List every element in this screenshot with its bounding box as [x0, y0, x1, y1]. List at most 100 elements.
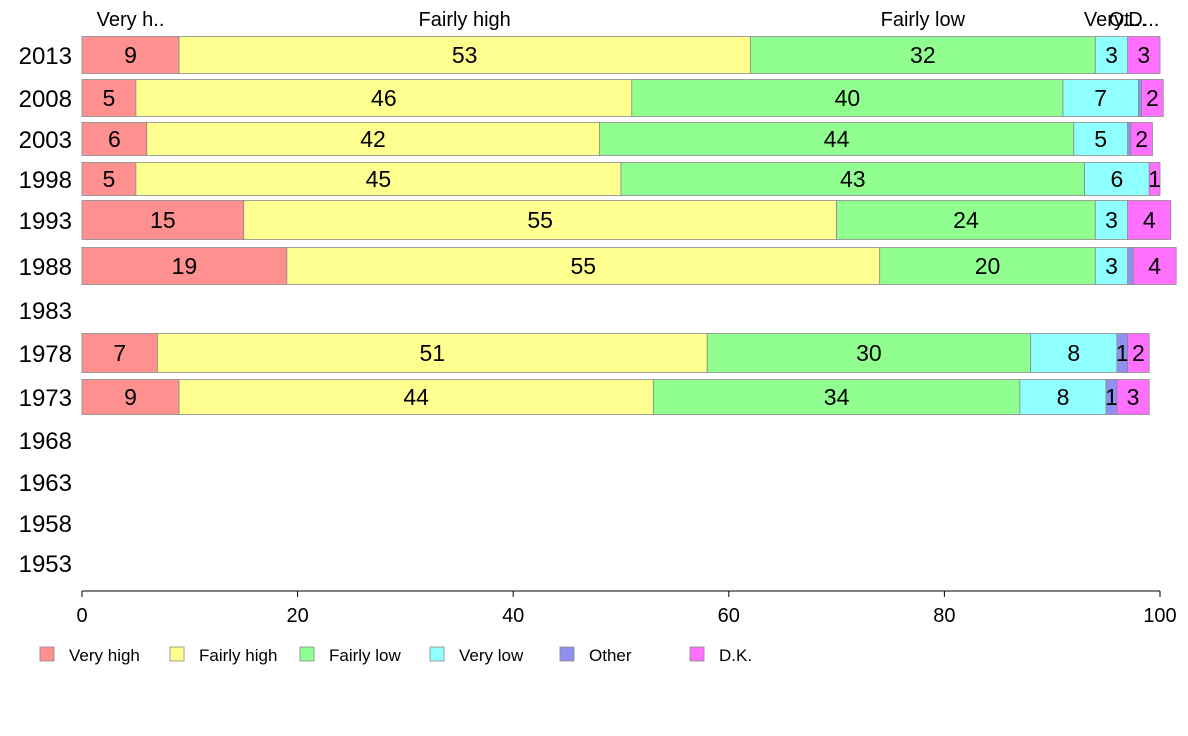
top-labels-group: Very h.. Fairly high Fairly low Very...Ot..…	[97, 9, 1160, 31]
bar-segment	[1127, 122, 1132, 156]
legend-label: Very high	[69, 646, 140, 665]
data-label: 32	[910, 42, 936, 68]
y-tick-label: 1993	[19, 208, 72, 235]
data-label: 3	[1105, 207, 1118, 233]
data-label: 2	[1132, 340, 1145, 366]
data-label: 19	[172, 253, 198, 279]
legend-label: D.K.	[719, 646, 752, 665]
bar-segment	[1138, 79, 1143, 117]
data-label: 3	[1105, 42, 1118, 68]
data-label: 5	[103, 85, 116, 111]
bar-segment	[178, 36, 751, 74]
data-label: 6	[1110, 166, 1123, 192]
x-tick-label: 20	[286, 605, 308, 627]
y-tick-label: 2008	[19, 86, 72, 113]
y-tick-label: 1988	[19, 254, 72, 281]
bar-segment	[81, 333, 158, 373]
bar-segment	[286, 247, 881, 285]
data-label: 40	[835, 85, 861, 111]
data-label: 34	[824, 384, 850, 410]
x-tick-label: 80	[933, 605, 955, 627]
data-label: 46	[371, 85, 397, 111]
y-tick-label: 1978	[19, 341, 72, 368]
y-tick-label: 1958	[19, 511, 72, 538]
bar-segment	[879, 247, 1096, 285]
bar-segment	[749, 36, 1096, 74]
y-axis-labels: 2013 2008 2003 1998 1993 1988 1983 1978 1973 1968…	[19, 43, 72, 578]
bar-segment	[1030, 333, 1118, 373]
data-label: 55	[570, 253, 596, 279]
legend-swatch	[299, 646, 315, 662]
bar-segment	[81, 247, 288, 285]
data-label: 30	[856, 340, 882, 366]
legend-swatch	[169, 646, 185, 662]
legend-swatch	[689, 646, 705, 662]
bar-segment	[1116, 379, 1150, 415]
legend-label: Very low	[459, 646, 524, 665]
x-tick-label: 0	[76, 605, 87, 627]
x-tick-label: 60	[718, 605, 740, 627]
data-label: 5	[103, 166, 116, 192]
bar-segment	[81, 162, 137, 196]
bar-segment	[631, 79, 1064, 117]
bar-segment	[1127, 200, 1172, 240]
legend-swatch	[559, 646, 575, 662]
legend-swatch	[39, 646, 55, 662]
x-tick-label: 100	[1143, 605, 1176, 627]
bar-segment	[1132, 247, 1177, 285]
column-header-label: Fairly low	[881, 9, 966, 31]
data-label: 1	[1105, 384, 1118, 410]
data-label: 3	[1137, 42, 1150, 68]
data-label: 15	[150, 207, 176, 233]
data-label: 6	[108, 126, 121, 152]
y-tick-label: 2003	[19, 127, 72, 154]
y-tick-label: 2013	[19, 43, 72, 70]
x-axis: 0 20 40 60 80 100	[76, 590, 1177, 627]
data-label: 4	[1143, 207, 1156, 233]
y-tick-label: 1963	[19, 470, 72, 497]
bar-segment	[1130, 122, 1153, 156]
bar-segment	[1141, 79, 1164, 117]
column-header-label: Very...	[1084, 9, 1139, 31]
column-header-label: Very h..	[97, 9, 165, 31]
data-label: 43	[840, 166, 866, 192]
data-label: 51	[420, 340, 446, 366]
data-label: 20	[975, 253, 1001, 279]
column-header-label: Fairly high	[419, 9, 511, 31]
data-label: 45	[366, 166, 392, 192]
data-label: 2	[1135, 126, 1148, 152]
data-label: 53	[452, 42, 478, 68]
data-label: 7	[1094, 85, 1107, 111]
bar-segment	[81, 379, 180, 415]
data-label: 2	[1146, 85, 1159, 111]
bar-segment	[1062, 79, 1139, 117]
data-label: 8	[1057, 384, 1070, 410]
bar-segment	[81, 122, 148, 156]
bar-segment	[706, 333, 1032, 373]
data-label: 9	[124, 384, 137, 410]
data-label: 1	[1116, 340, 1129, 366]
y-tick-label: 1953	[19, 551, 72, 578]
legend-label: Fairly high	[199, 646, 277, 665]
bar-segment	[81, 79, 137, 117]
y-tick-label: 1998	[19, 167, 72, 194]
bar-segment	[1148, 162, 1161, 196]
bars-group: 9 53 32 3 35 46 40 7 26 42 44 5 25 45 43 6 115 55 24 3 419 55…	[81, 36, 1177, 415]
legend-label: Fairly low	[329, 646, 402, 665]
bar-segment	[652, 379, 1021, 415]
y-tick-label: 1983	[19, 298, 72, 325]
bar-segment	[1084, 162, 1150, 196]
bar-segment	[135, 79, 633, 117]
column-header-label: Ot...	[1109, 9, 1147, 31]
column-header-label: D...	[1128, 9, 1159, 31]
legend-label: Other	[589, 646, 632, 665]
y-tick-label: 1973	[19, 385, 72, 412]
bar-segment	[1127, 36, 1161, 74]
data-label: 24	[953, 207, 979, 233]
bar-segment	[1073, 122, 1129, 156]
bar-segment	[1094, 200, 1129, 240]
bar-segment	[1127, 247, 1134, 285]
data-label: 44	[824, 126, 850, 152]
bar-segment	[599, 122, 1075, 156]
